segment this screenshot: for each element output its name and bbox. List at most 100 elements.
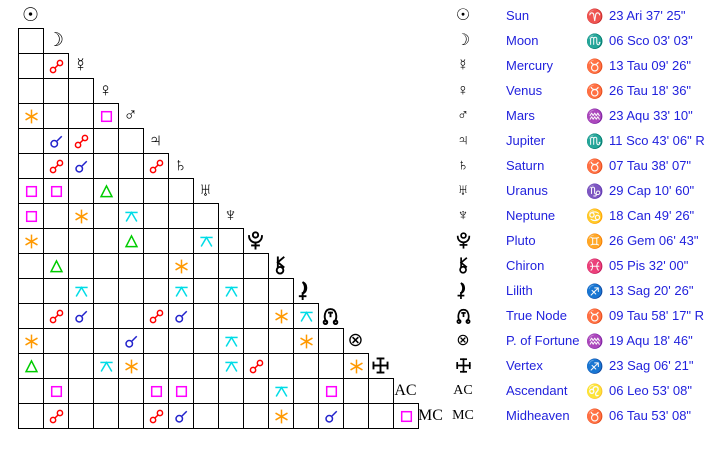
aspect-cell-mc-neptune-empty — [218, 403, 244, 429]
planet-glyph-cell: ♂ — [448, 107, 478, 124]
sextile-aspect-icon — [24, 109, 39, 124]
sign-glyph-cell: ♉ — [586, 409, 604, 423]
planet-position-mercury: 13 Tau 09' 26" — [609, 58, 692, 73]
aspect-cell-lilith-venus-empty — [93, 278, 119, 304]
planet-position-chiron: 05 Pis 32' 00" — [609, 258, 689, 273]
aspect-cell-fortune-mercury-empty — [68, 328, 94, 354]
aspect-cell-truenode-neptune-empty — [218, 303, 244, 329]
aspect-cell-neptune-venus-empty — [93, 203, 119, 229]
sign-glyph-cell: ♐ — [586, 284, 604, 298]
sextile-aspect-icon — [274, 409, 289, 424]
planet-row-vertex: Vertex ♐ 23 Sag 06' 21" — [448, 353, 705, 378]
aspect-cell-saturn-sun-empty — [18, 153, 44, 179]
aspect-cell-chiron-mercury-empty — [68, 253, 94, 279]
aspect-cell-uranus-moon-square — [43, 178, 69, 204]
planet-name-saturn[interactable]: Saturn — [506, 158, 545, 173]
aspect-cell-fortune-sun-sextile — [18, 328, 44, 354]
trine-aspect-icon — [49, 259, 64, 274]
square-aspect-icon — [99, 109, 114, 124]
grid-planet-glyph-uranus: ♅ — [193, 178, 218, 203]
aspect-cell-chiron-venus-empty — [93, 253, 119, 279]
aspect-cell-vertex-mercury-empty — [68, 353, 94, 379]
aspect-cell-vertex-fortune-sextile — [343, 353, 369, 379]
planet-name-venus[interactable]: Venus — [506, 83, 543, 98]
planet-name-sun[interactable]: Sun — [506, 8, 530, 23]
planet-name-vertex[interactable]: Vertex — [506, 358, 543, 373]
aspect-cell-fortune-venus-empty — [93, 328, 119, 354]
aspect-cell-chiron-neptune-empty — [218, 253, 244, 279]
sign-glyph-cell: ♐ — [586, 359, 604, 373]
aspect-cell-vertex-sun-trine — [18, 353, 44, 379]
planet-name-lilith[interactable]: Lilith — [506, 283, 533, 298]
chiron-icon — [271, 256, 290, 275]
planet-name-mc[interactable]: Midheaven — [506, 408, 570, 423]
aspect-cell-truenode-moon-opposition — [43, 303, 69, 329]
opposition-aspect-icon — [249, 359, 264, 374]
aspect-cell-fortune-chiron-empty — [268, 328, 294, 354]
planet-row-mars: ♂ Mars ♒ 23 Aqu 33' 10" — [448, 103, 705, 128]
aspect-cell-venus-moon-empty — [43, 78, 69, 104]
planet-name-fortune[interactable]: P. of Fortune — [506, 333, 580, 348]
planet-name-ac[interactable]: Ascendant — [506, 383, 568, 398]
quincunx-aspect-icon — [199, 234, 214, 249]
fortune-icon: ⊗ — [456, 331, 470, 349]
scorpio-icon: ♏ — [586, 132, 604, 149]
conjunction-aspect-icon — [49, 134, 64, 149]
planet-name-neptune[interactable]: Neptune — [506, 208, 556, 223]
planet-row-pluto: Pluto ♊ 26 Gem 06' 43" — [448, 228, 705, 253]
planet-name-mercury[interactable]: Mercury — [506, 58, 553, 73]
conjunction-aspect-icon — [74, 159, 89, 174]
aspect-cell-saturn-jupiter-opposition — [143, 153, 169, 179]
aspect-cell-mars-moon-empty — [43, 103, 69, 129]
sun-icon: ☉ — [21, 5, 40, 26]
aspect-cell-pluto-jupiter-empty — [143, 228, 169, 254]
planet-row-mc: MC Midheaven ♉ 06 Tau 53' 08" — [448, 403, 705, 428]
ac-icon: AC — [394, 381, 417, 399]
aspect-cell-fortune-lilith-sextile — [293, 328, 319, 354]
planet-name-uranus[interactable]: Uranus — [506, 183, 548, 198]
sextile-aspect-icon — [274, 309, 289, 324]
aspect-cell-uranus-venus-trine — [93, 178, 119, 204]
aspect-cell-lilith-jupiter-empty — [143, 278, 169, 304]
planet-glyph-cell: ☉ — [448, 7, 478, 24]
planet-glyph-cell: ⊗ — [448, 331, 478, 349]
neptune-icon: ♆ — [223, 205, 238, 226]
scorpio-icon: ♏ — [586, 32, 604, 49]
sextile-aspect-icon — [299, 334, 314, 349]
aspect-cell-mc-truenode-conjunction — [318, 403, 344, 429]
sextile-aspect-icon — [24, 234, 39, 249]
aspect-cell-mc-mercury-empty — [68, 403, 94, 429]
planet-glyph-cell — [448, 307, 478, 324]
sextile-aspect-icon — [24, 334, 39, 349]
truenode-icon — [455, 307, 472, 324]
square-aspect-icon — [174, 384, 189, 399]
planet-name-pluto[interactable]: Pluto — [506, 233, 536, 248]
planet-name-jupiter[interactable]: Jupiter — [506, 133, 546, 148]
planet-glyph-cell: ♃ — [448, 132, 478, 149]
aspect-cell-vertex-saturn-empty — [168, 353, 194, 379]
lilith-icon — [455, 282, 472, 299]
planet-name-moon[interactable]: Moon — [506, 33, 539, 48]
quincunx-aspect-icon — [274, 384, 289, 399]
aspect-cell-truenode-venus-empty — [93, 303, 119, 329]
quincunx-aspect-icon — [174, 284, 189, 299]
aspect-cell-lilith-saturn-quincunx — [168, 278, 194, 304]
grid-planet-glyph-moon: ☽ — [43, 28, 68, 53]
aspect-cell-truenode-pluto-empty — [243, 303, 269, 329]
planet-name-chiron[interactable]: Chiron — [506, 258, 545, 273]
aspect-cell-neptune-sun-square — [18, 203, 44, 229]
aspect-cell-mc-saturn-conjunction — [168, 403, 194, 429]
sextile-aspect-icon — [74, 209, 89, 224]
planet-name-mars[interactable]: Mars — [506, 108, 535, 123]
planet-position-pluto: 26 Gem 06' 43" — [609, 233, 699, 248]
aspect-cell-truenode-lilith-quincunx — [293, 303, 319, 329]
aspect-cell-chiron-uranus-empty — [193, 253, 219, 279]
aquarius-icon: ♒ — [586, 332, 604, 349]
opposition-aspect-icon — [149, 409, 164, 424]
planet-name-truenode[interactable]: True Node — [506, 308, 567, 323]
aspect-cell-mercury-sun-empty — [18, 53, 44, 79]
opposition-aspect-icon — [49, 59, 64, 74]
taurus-icon: ♉ — [586, 57, 604, 74]
quincunx-aspect-icon — [299, 309, 314, 324]
aspect-cell-fortune-saturn-empty — [168, 328, 194, 354]
